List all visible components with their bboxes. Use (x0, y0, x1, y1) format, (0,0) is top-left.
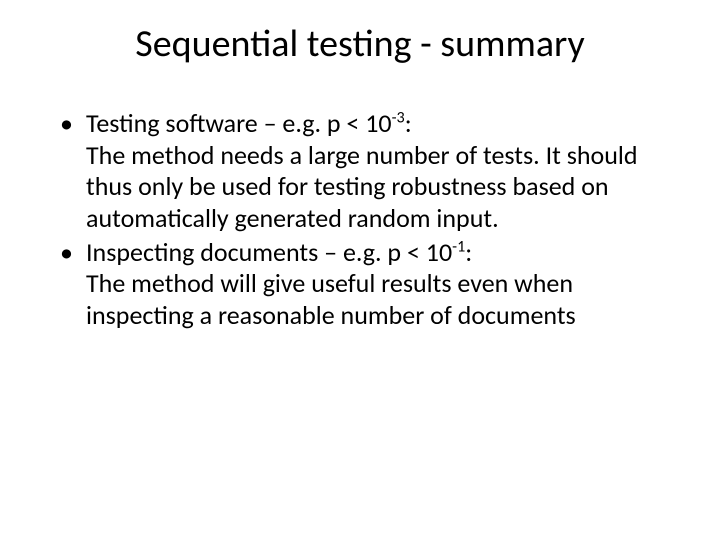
slide: Sequential testing - summary Testing sof… (0, 0, 720, 540)
bullet-list: Testing software – e.g. p < 10-3: The me… (48, 108, 672, 332)
bullet-body: The method will give useful results even… (86, 267, 576, 331)
bullet-exponent: -3 (392, 108, 405, 127)
bullet-body: The method needs a large number of tests… (86, 139, 638, 234)
bullet-lead-b: : (465, 236, 472, 268)
bullet-lead-a: Inspecting documents – e.g. p < 10 (86, 236, 452, 268)
bullet-exponent: -1 (452, 237, 465, 256)
slide-title: Sequential testing - summary (48, 24, 672, 66)
list-item: Testing software – e.g. p < 10-3: The me… (60, 108, 672, 235)
bullet-lead-b: : (405, 107, 412, 139)
bullet-lead-a: Testing software – e.g. p < 10 (86, 107, 392, 139)
list-item: Inspecting documents – e.g. p < 10-1: Th… (60, 237, 672, 332)
